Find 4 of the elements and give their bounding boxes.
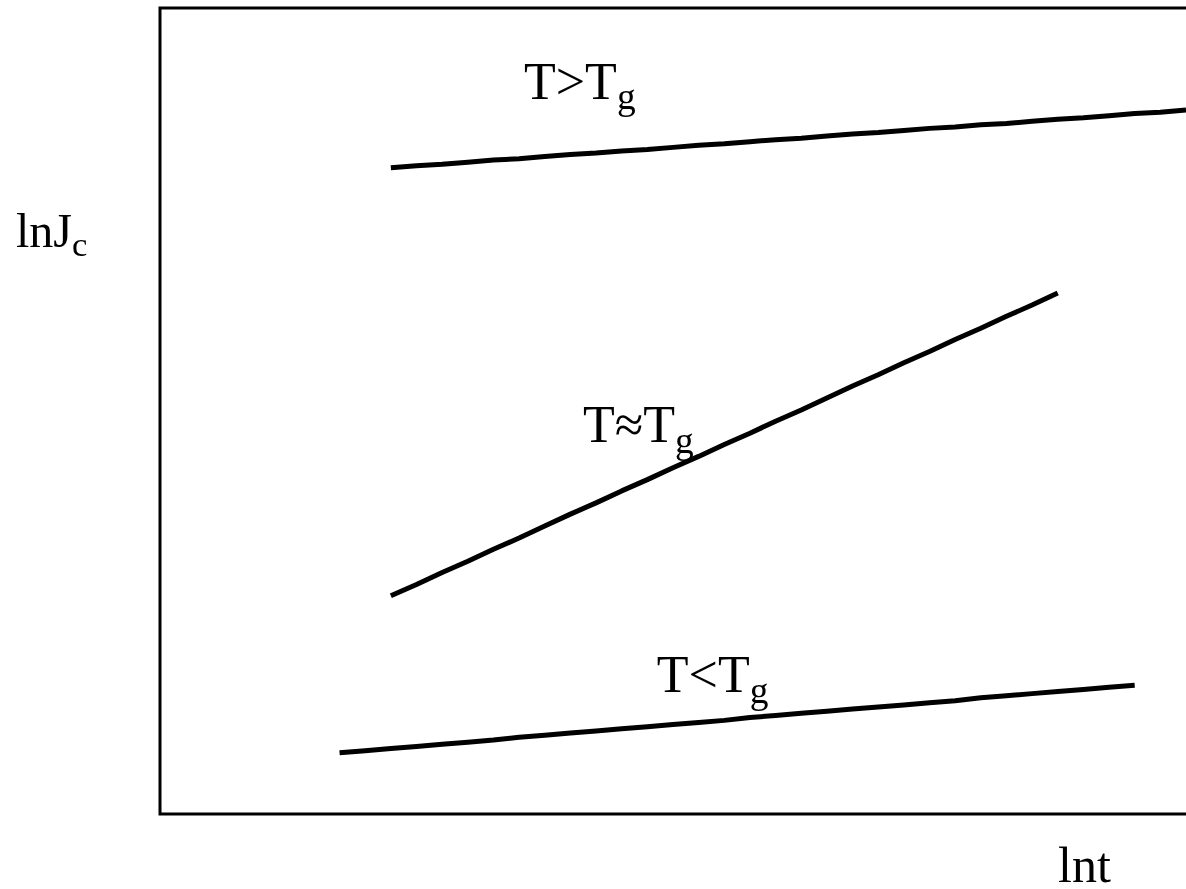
series-label: T<T$_{g}$	[656, 646, 769, 711]
series-label: T>T$_{g}$	[524, 52, 636, 118]
y-axis-title: lnJ$_{c}$	[16, 203, 88, 264]
x-axis-title: lnt	[1058, 837, 1111, 889]
